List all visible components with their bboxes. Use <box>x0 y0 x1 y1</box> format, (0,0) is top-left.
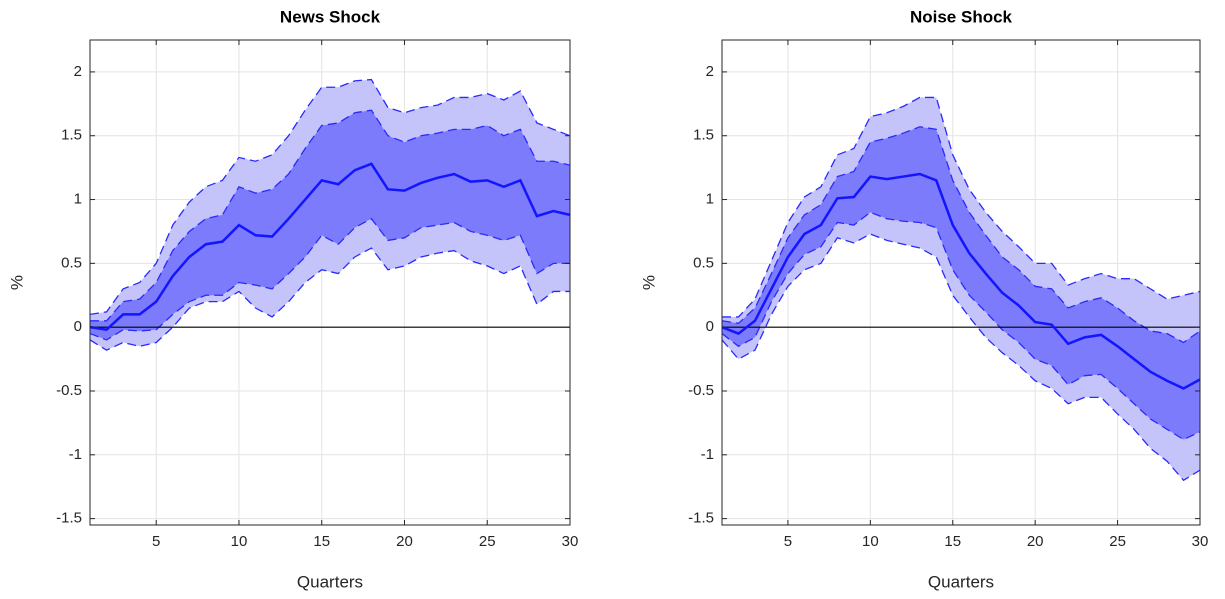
y-tick-label: 2 <box>74 63 82 80</box>
y-tick-label: -1.5 <box>56 510 82 527</box>
band-edge <box>89 217 570 341</box>
band-edge <box>89 247 570 351</box>
band-edge <box>721 211 1201 441</box>
y-tick-label: 0 <box>74 318 82 335</box>
y-tick-label: 0.5 <box>693 254 714 271</box>
x-tick-label: 10 <box>231 533 248 550</box>
y-tick-label: 2 <box>706 63 714 80</box>
y-tick-label: 1.5 <box>693 127 714 144</box>
x-tick-label: 30 <box>562 533 579 550</box>
y-tick-label: 1.5 <box>61 127 82 144</box>
x-tick-label: 5 <box>152 533 160 550</box>
median-line <box>721 172 1201 390</box>
x-tick-label: 20 <box>1027 533 1044 550</box>
y-tick-label: 0.5 <box>61 254 82 271</box>
y-tick-label: 0 <box>706 318 714 335</box>
band-edge <box>721 126 1201 344</box>
confidence-band <box>722 126 1200 440</box>
y-tick-label: -0.5 <box>56 382 82 399</box>
chart-title: News Shock <box>280 7 381 26</box>
x-tick-label: 25 <box>479 533 496 550</box>
axes-frame <box>721 39 1201 526</box>
y-tick-label: -1 <box>69 446 82 463</box>
axes-frame <box>89 39 571 526</box>
x-tick-label: 15 <box>944 533 961 550</box>
x-tick-label: 20 <box>396 533 413 550</box>
x-axis-label: Quarters <box>297 572 363 591</box>
x-tick-label: 25 <box>1109 533 1126 550</box>
band-edge <box>90 109 571 322</box>
y-tick-label: -1.5 <box>688 510 714 527</box>
x-tick-label: 5 <box>784 533 792 550</box>
x-tick-label: 10 <box>862 533 879 550</box>
band-edge <box>89 78 571 316</box>
x-tick-label: 30 <box>1192 533 1209 550</box>
y-axis-label: % <box>639 275 658 290</box>
x-axis-label: Quarters <box>928 572 994 591</box>
confidence-band <box>90 110 570 340</box>
y-axis-label: % <box>7 275 26 290</box>
band-edge <box>722 96 1201 318</box>
y-tick-label: 1 <box>74 191 82 208</box>
x-tick-label: 15 <box>313 533 330 550</box>
median-line <box>89 162 571 332</box>
y-tick-label: -1 <box>701 446 714 463</box>
y-tick-label: 1 <box>706 191 714 208</box>
chart-title: Noise Shock <box>910 7 1013 26</box>
y-tick-label: -0.5 <box>688 382 714 399</box>
